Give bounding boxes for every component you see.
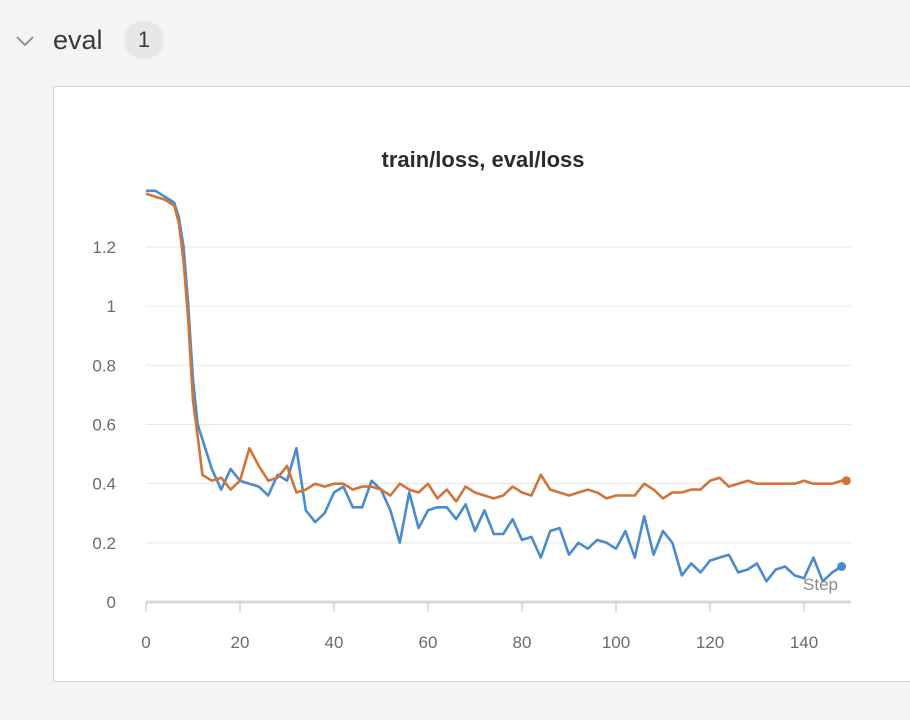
y-tick-label: 0.8 — [92, 356, 116, 375]
y-axis-ticks: 0 0.2 0.4 0.6 0.8 1 1.2 — [92, 238, 116, 612]
series-line-train-loss — [146, 189, 843, 583]
x-tick-label: 140 — [790, 633, 818, 652]
x-axis: 0 20 40 60 80 100 120 140 — [141, 600, 851, 652]
chart-title: train/loss, eval/loss — [382, 147, 585, 172]
loss-chart: train/loss, eval/loss 00.20.40.60.811.2 … — [92, 147, 851, 652]
y-tick-label: 1.2 — [92, 238, 116, 257]
section-count-badge: 1 — [124, 21, 164, 59]
series-end-marker-train-loss — [837, 561, 847, 571]
x-tick-label: 60 — [419, 633, 438, 652]
y-tick-label: 0 — [107, 593, 116, 612]
chart-gridlines — [146, 246, 851, 544]
y-tick-label: 0.6 — [92, 415, 116, 434]
x-axis-label: Step — [803, 575, 838, 594]
x-tick-label: 40 — [325, 633, 344, 652]
section-title: eval — [53, 25, 103, 55]
series-line-eval-loss — [145, 192, 847, 503]
x-tick-label: 100 — [602, 633, 630, 652]
chevron-down-icon[interactable] — [14, 30, 36, 52]
y-tick-label: 0.2 — [92, 534, 116, 553]
x-tick-label: 20 — [231, 633, 250, 652]
y-tick-label: 0.4 — [92, 475, 116, 494]
x-tick-label: 80 — [513, 633, 532, 652]
series-end-marker-eval-loss — [841, 476, 851, 486]
chart-panel[interactable]: train/loss, eval/loss 0 0.2 0.4 0.6 0.8 1 1.2 … — [53, 86, 910, 682]
chart-series — [145, 189, 851, 583]
x-tick-label: 120 — [696, 633, 724, 652]
y-tick-label: 1 — [107, 297, 116, 316]
x-tick-label: 0 — [141, 633, 150, 652]
